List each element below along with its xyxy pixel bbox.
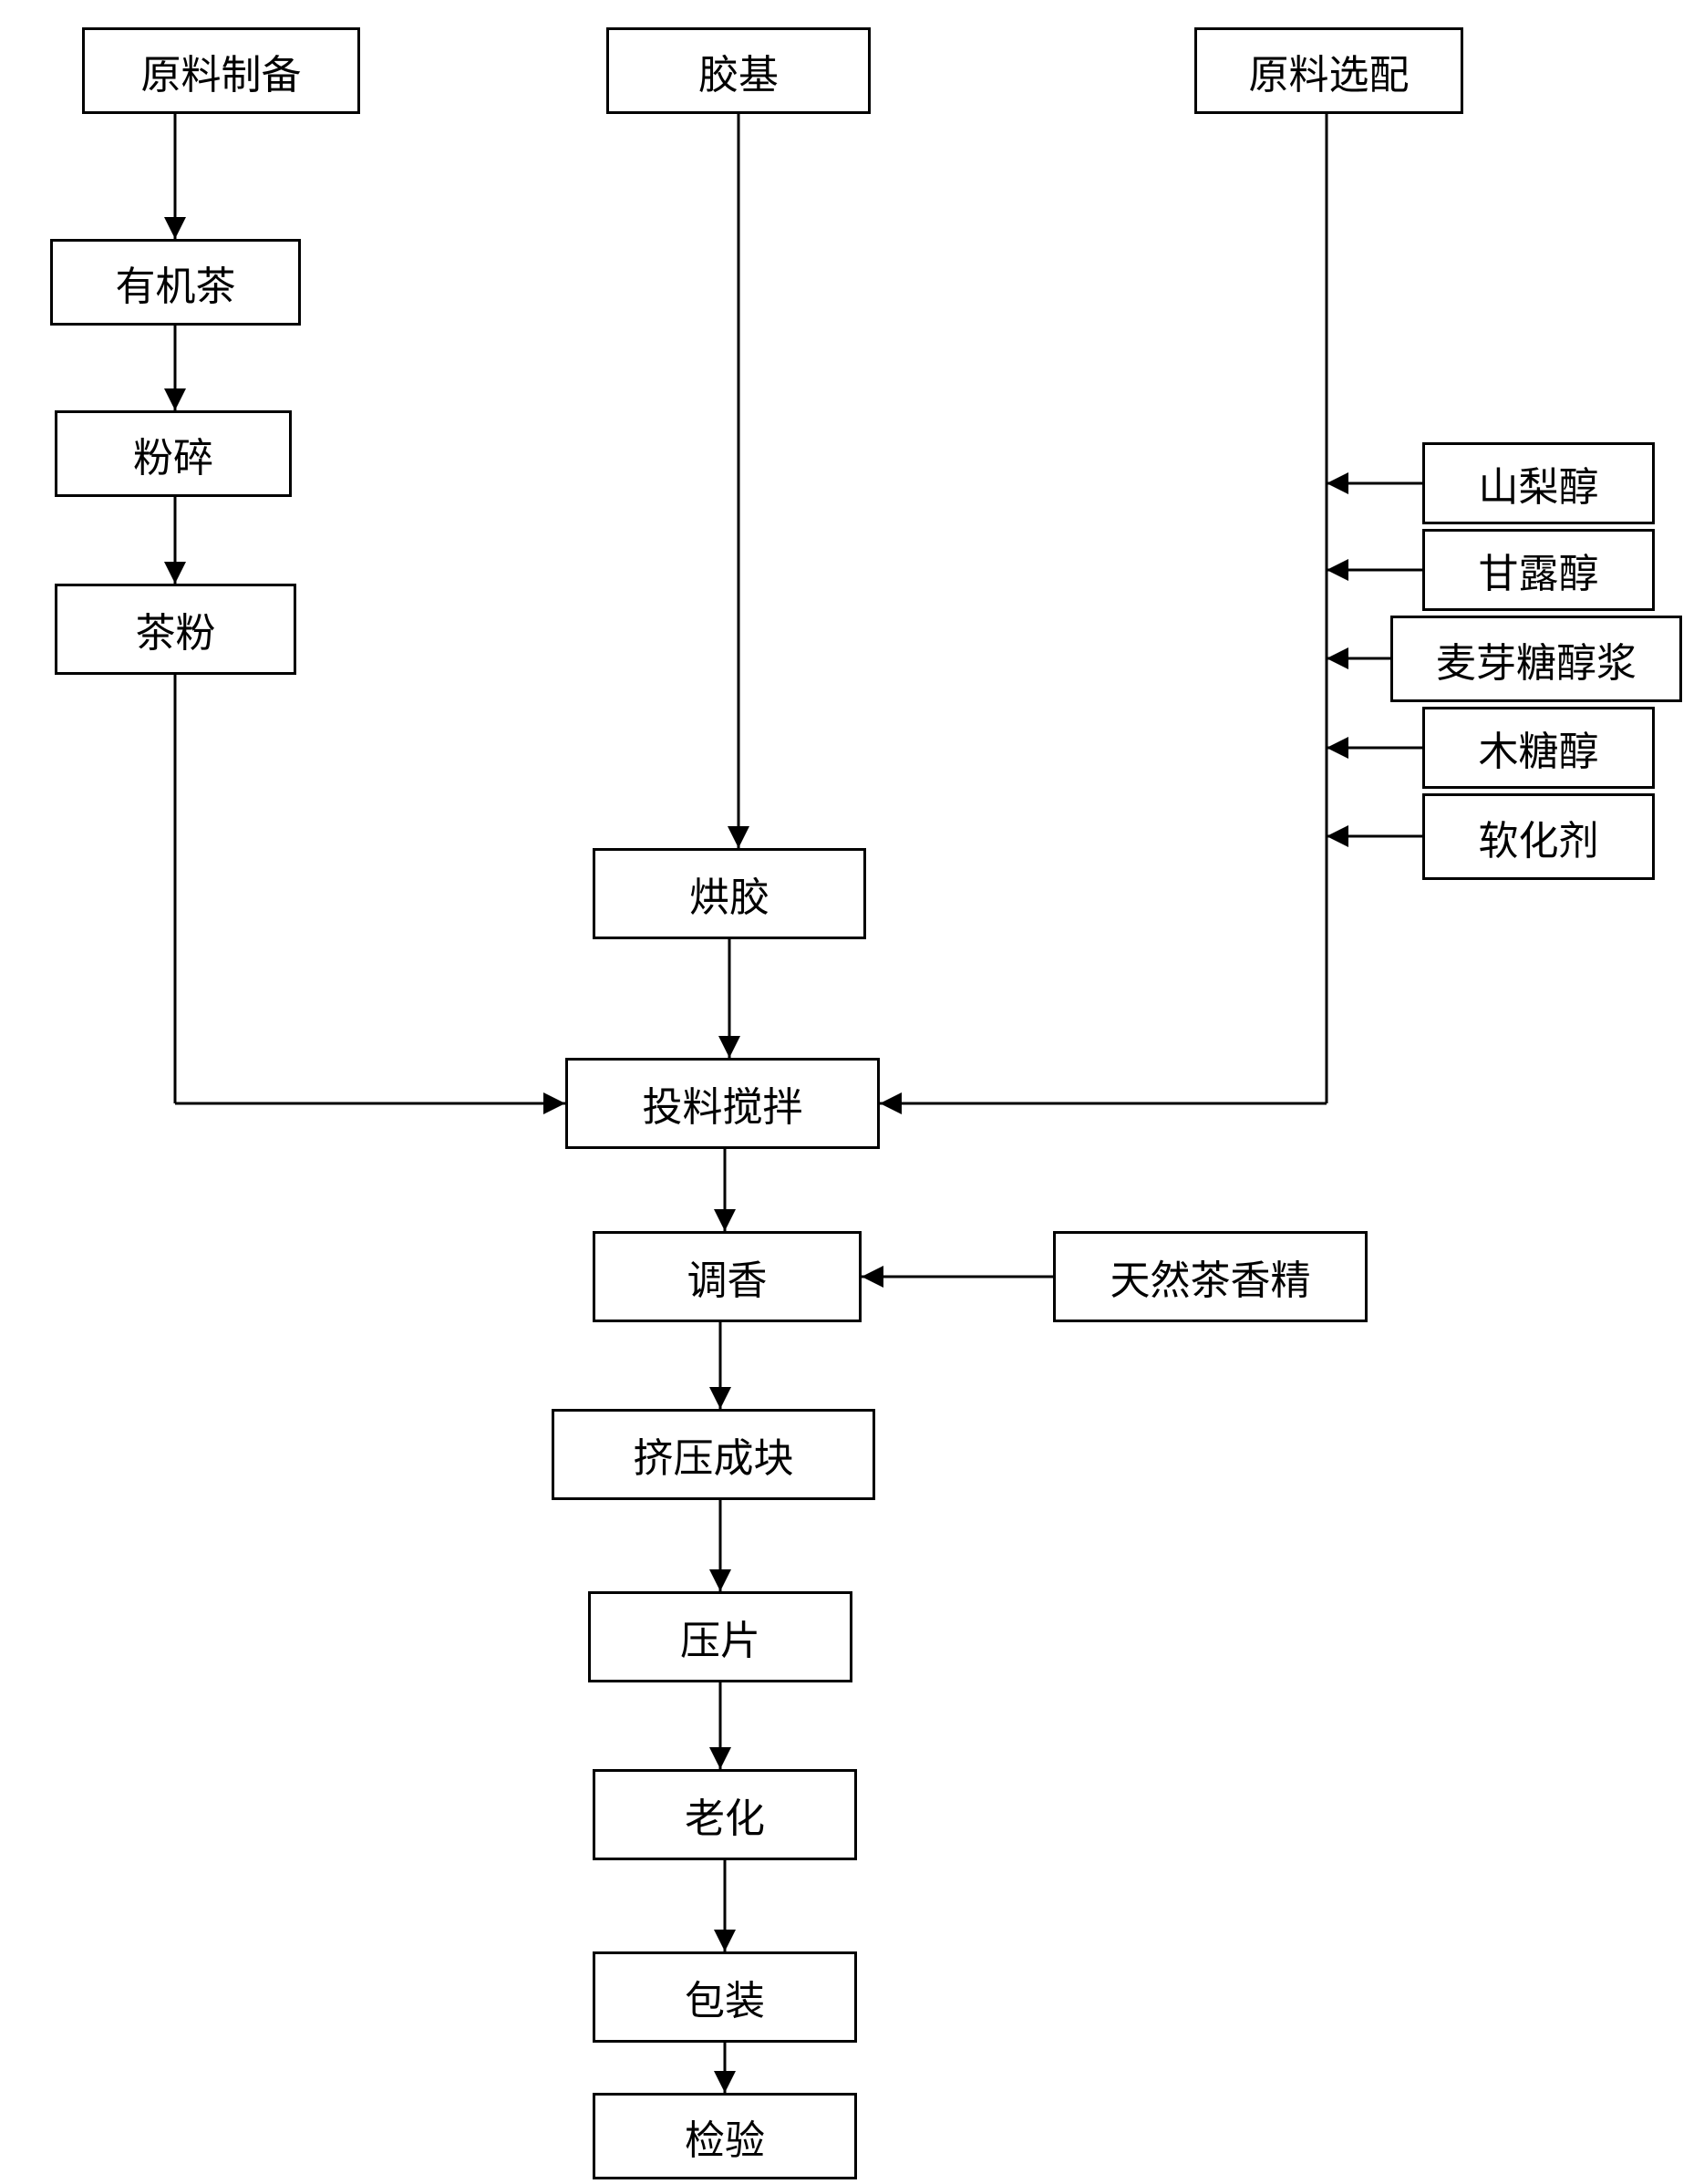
node-press: 压片 <box>588 1591 852 1682</box>
node-organic_tea: 有机茶 <box>50 239 301 326</box>
node-mannitol: 甘露醇 <box>1422 529 1655 611</box>
node-raw_prep: 原料制备 <box>82 27 360 114</box>
node-tea_essence: 天然茶香精 <box>1053 1231 1368 1322</box>
node-extrude: 挤压成块 <box>552 1409 875 1500</box>
node-package: 包装 <box>593 1951 857 2043</box>
node-raw_select: 原料选配 <box>1194 27 1463 114</box>
node-xylitol: 木糖醇 <box>1422 707 1655 789</box>
node-tea_powder: 茶粉 <box>55 584 296 675</box>
node-maltitol: 麦芽糖醇浆 <box>1390 616 1682 702</box>
node-gum_base: 胶基 <box>606 27 871 114</box>
node-mix: 投料搅拌 <box>565 1058 880 1149</box>
node-sorbitol: 山梨醇 <box>1422 442 1655 524</box>
flowchart-canvas: 原料制备 胶基 原料选配有机茶粉碎茶粉 山梨醇甘露醇麦芽糖醇浆木糖醇软化剂烘胶投料搅拌… <box>0 0 1704 2184</box>
node-inspect: 检验 <box>593 2093 857 2179</box>
node-softener: 软化剂 <box>1422 793 1655 880</box>
node-bake_gum: 烘胶 <box>593 848 866 939</box>
node-aging: 老化 <box>593 1769 857 1860</box>
node-crush: 粉碎 <box>55 410 292 497</box>
node-flavor: 调香 <box>593 1231 862 1322</box>
